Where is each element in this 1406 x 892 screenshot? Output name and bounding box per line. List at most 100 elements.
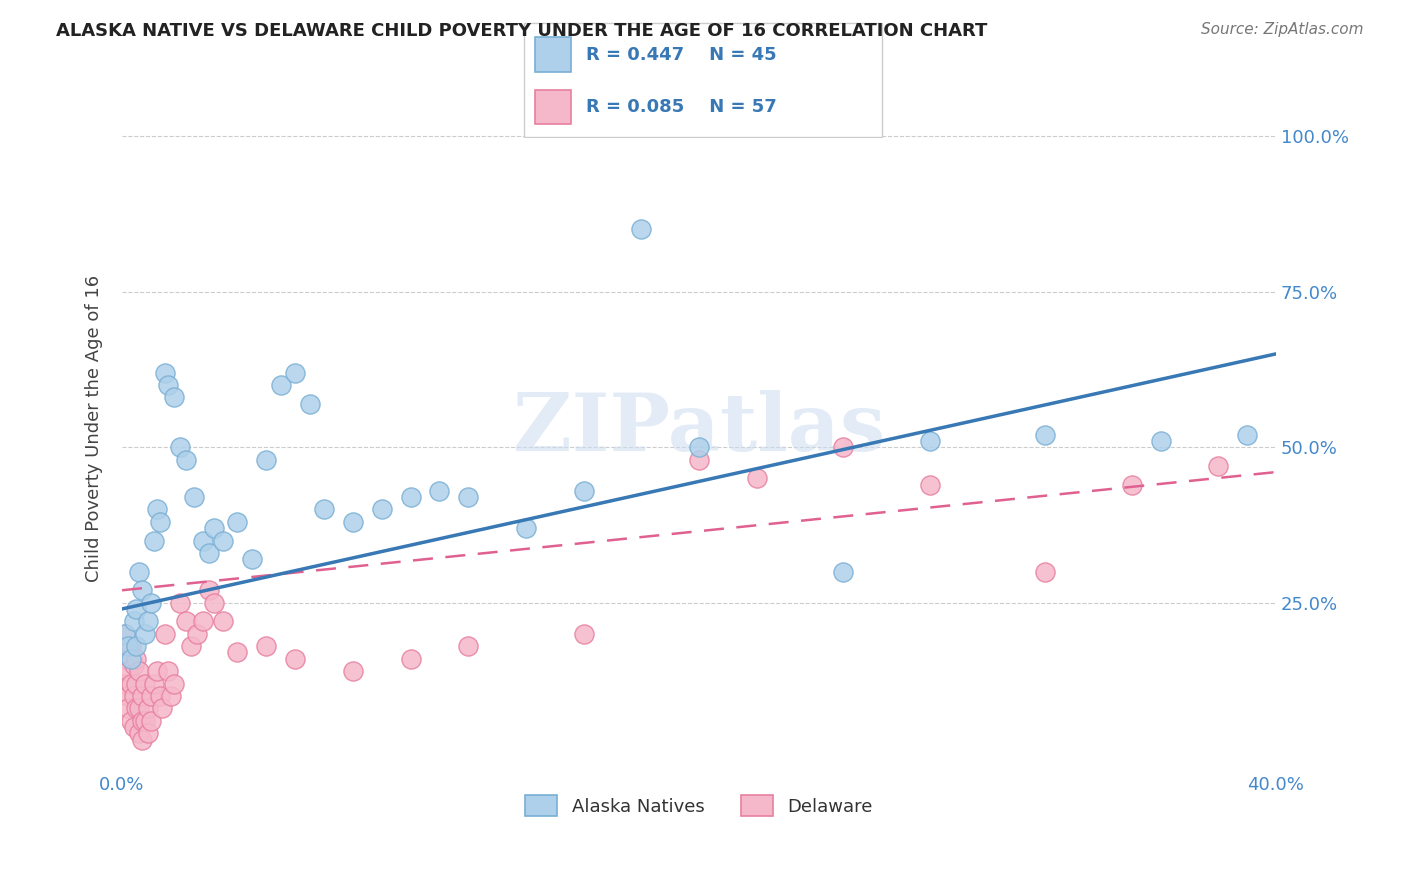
Point <box>136 615 159 629</box>
Point <box>1206 458 1229 473</box>
Point <box>139 689 162 703</box>
Point <box>148 689 170 703</box>
Point <box>183 490 205 504</box>
Text: ALASKA NATIVE VS DELAWARE CHILD POVERTY UNDER THE AGE OF 16 CORRELATION CHART: ALASKA NATIVE VS DELAWARE CHILD POVERTY … <box>56 22 987 40</box>
Point <box>312 502 335 516</box>
Point <box>145 502 167 516</box>
Point <box>212 615 235 629</box>
Point <box>427 483 450 498</box>
Point <box>630 222 652 236</box>
Point <box>918 477 941 491</box>
Point <box>128 565 150 579</box>
Point <box>457 490 479 504</box>
Point <box>572 483 595 498</box>
Point <box>688 452 710 467</box>
Point <box>284 651 307 665</box>
Point <box>139 714 162 728</box>
Point <box>226 515 249 529</box>
Point <box>212 533 235 548</box>
Point <box>117 664 139 678</box>
Point <box>134 714 156 728</box>
Point <box>155 627 177 641</box>
Point <box>688 440 710 454</box>
Point <box>157 378 180 392</box>
Text: ZIPatlas: ZIPatlas <box>513 390 886 467</box>
Point <box>191 615 214 629</box>
Point <box>298 397 321 411</box>
Point <box>1033 565 1056 579</box>
Point <box>134 627 156 641</box>
Point <box>125 676 148 690</box>
Point <box>1033 427 1056 442</box>
Point <box>174 615 197 629</box>
Point <box>152 701 174 715</box>
Point <box>122 657 145 672</box>
Point <box>142 676 165 690</box>
Legend: Alaska Natives, Delaware: Alaska Natives, Delaware <box>517 788 880 823</box>
Point <box>128 701 150 715</box>
Point <box>572 627 595 641</box>
Point <box>136 701 159 715</box>
Point <box>226 645 249 659</box>
Point <box>125 701 148 715</box>
Point <box>918 434 941 448</box>
Point <box>180 640 202 654</box>
Point <box>131 689 153 703</box>
Point <box>174 452 197 467</box>
Point <box>114 627 136 641</box>
Point <box>160 689 183 703</box>
Point <box>122 615 145 629</box>
Point <box>191 533 214 548</box>
Point <box>128 726 150 740</box>
Point <box>270 378 292 392</box>
Point <box>142 533 165 548</box>
Point <box>399 651 422 665</box>
Point <box>148 515 170 529</box>
Point <box>120 676 142 690</box>
Point <box>254 640 277 654</box>
Point <box>515 521 537 535</box>
Point <box>120 640 142 654</box>
Point <box>169 596 191 610</box>
Point <box>163 676 186 690</box>
Point <box>134 676 156 690</box>
Point <box>202 596 225 610</box>
Point <box>342 515 364 529</box>
Point <box>120 651 142 665</box>
Point <box>157 664 180 678</box>
Point <box>114 627 136 641</box>
Point <box>457 640 479 654</box>
Point <box>186 627 208 641</box>
Point <box>125 651 148 665</box>
Point <box>122 720 145 734</box>
FancyBboxPatch shape <box>534 89 571 124</box>
Point <box>117 701 139 715</box>
Point <box>1121 477 1143 491</box>
Point <box>117 689 139 703</box>
Point <box>125 602 148 616</box>
Point <box>197 583 219 598</box>
Point <box>240 552 263 566</box>
Point <box>114 651 136 665</box>
Point <box>197 546 219 560</box>
Point <box>202 521 225 535</box>
Point <box>1149 434 1171 448</box>
Text: R = 0.085    N = 57: R = 0.085 N = 57 <box>586 98 776 116</box>
Point <box>128 664 150 678</box>
Point <box>136 726 159 740</box>
FancyBboxPatch shape <box>534 37 571 72</box>
Point <box>145 664 167 678</box>
Point <box>342 664 364 678</box>
Point <box>1236 427 1258 442</box>
Point <box>745 471 768 485</box>
Point <box>155 366 177 380</box>
Point <box>284 366 307 380</box>
Point <box>131 732 153 747</box>
Point <box>832 565 855 579</box>
FancyBboxPatch shape <box>524 23 882 137</box>
Y-axis label: Child Poverty Under the Age of 16: Child Poverty Under the Age of 16 <box>86 275 103 582</box>
Point <box>163 391 186 405</box>
Point <box>399 490 422 504</box>
Point <box>832 440 855 454</box>
Point <box>139 596 162 610</box>
